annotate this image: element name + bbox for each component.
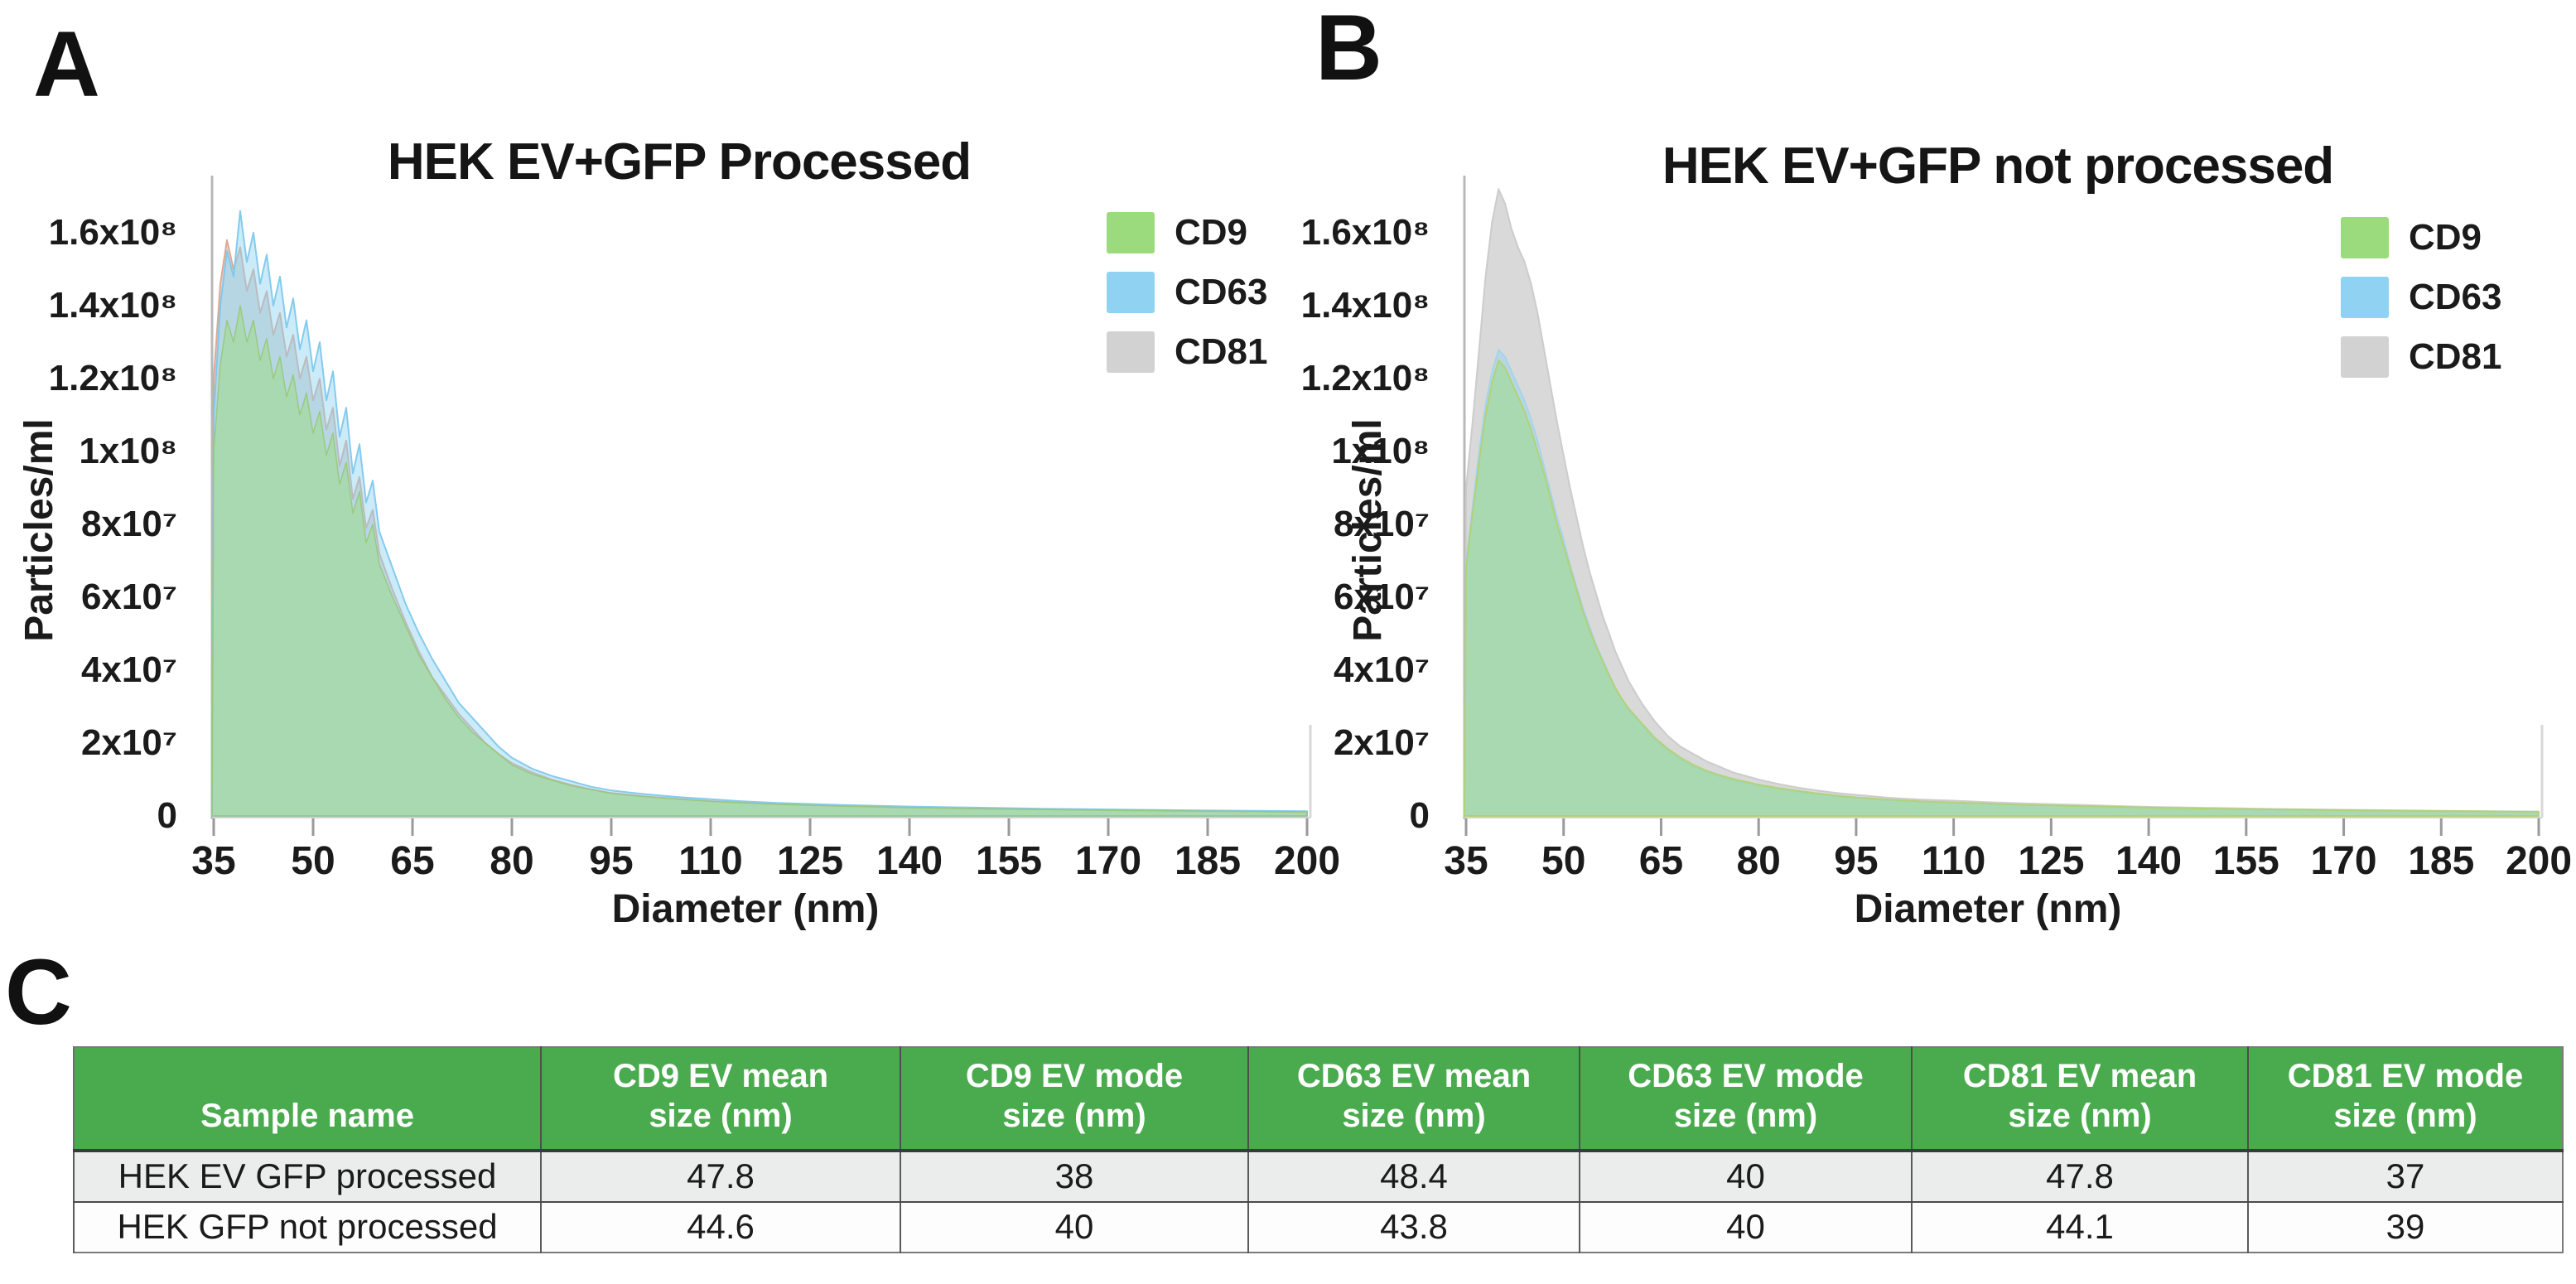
table-header-cell: CD63 EV mode size (nm) (1579, 1047, 1912, 1152)
table-header-cell: CD81 EV mean size (nm) (1911, 1047, 2248, 1152)
table-cell: HEK EV GFP processed (73, 1150, 542, 1203)
table-cell: 44.1 (1911, 1201, 2249, 1253)
chart-b-title: HEK EV+GFP not processed (1662, 138, 2334, 195)
ev-size-table-wrapper: Sample name CD9 EV mean size (nm) CD9 EV m… (73, 1046, 2564, 1253)
table-cell: 47.8 (1911, 1150, 2249, 1203)
table-header-cell: Sample name (73, 1047, 541, 1152)
table-cell: 38 (900, 1150, 1249, 1203)
table-cell: 40 (900, 1201, 1249, 1253)
table-row: HEK EV GFP processed 47.8 38 48.4 40 47.8 37 (73, 1150, 2564, 1203)
chart-a-xlabel: Diameter (nm) (611, 887, 880, 931)
panel-label-a: A (33, 12, 100, 116)
series-area-cd9-b (1464, 360, 2540, 817)
table-cell: 40 (1579, 1201, 1913, 1253)
size-distribution-charts (210, 176, 2544, 836)
series-area-cd9-a (211, 305, 1308, 817)
table-cell: 44.6 (540, 1201, 901, 1253)
table-cell: 40 (1579, 1150, 1913, 1203)
table-header-cell: CD63 EV mean size (nm) (1247, 1047, 1580, 1152)
ev-size-table: Sample name CD9 EV mean size (nm) CD9 EV m… (73, 1046, 2564, 1253)
table-cell: 37 (2247, 1150, 2564, 1203)
table-cell: 47.8 (540, 1150, 901, 1203)
table-cell: HEK GFP not processed (73, 1201, 542, 1253)
table-header-cell: CD81 EV mode size (nm) (2247, 1047, 2563, 1152)
table-cell: 48.4 (1247, 1150, 1580, 1203)
chart-a-title: HEK EV+GFP Processed (387, 133, 972, 191)
table-header-cell: CD9 EV mode size (nm) (900, 1047, 1248, 1152)
table-row: HEK GFP not processed 44.6 40 43.8 40 44.1 39 (73, 1201, 2564, 1253)
table-header-row: Sample name CD9 EV mean size (nm) CD9 EV m… (73, 1047, 2563, 1152)
table-header-cell: CD9 EV mean size (nm) (540, 1047, 900, 1152)
panel-label-b: B (1315, 0, 1382, 99)
table-cell: 43.8 (1247, 1201, 1580, 1253)
chart-b-xlabel: Diameter (nm) (1854, 887, 2122, 931)
panel-label-c: C (5, 940, 72, 1044)
table-cell: 39 (2247, 1201, 2564, 1253)
